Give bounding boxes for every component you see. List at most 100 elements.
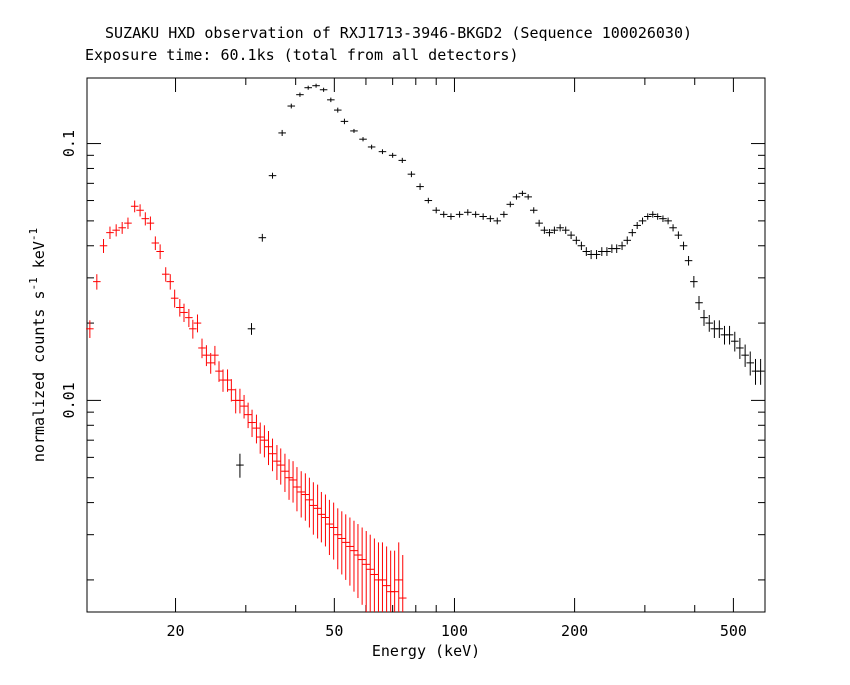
data-point (301, 473, 310, 521)
data-point (741, 344, 749, 367)
plot-frame (86, 77, 766, 613)
data-point (258, 233, 267, 242)
data-point (215, 361, 223, 382)
y-axis-label-exp1: -1 (27, 277, 40, 290)
data-point (479, 213, 487, 220)
data-point (612, 244, 621, 253)
data-point (319, 87, 328, 92)
data-point (297, 471, 305, 518)
data-point (156, 244, 164, 260)
data-point (649, 211, 657, 218)
series-1 (86, 200, 407, 612)
data-point (106, 226, 114, 240)
data-point (231, 388, 240, 414)
data-point (268, 172, 277, 179)
data-point (86, 320, 94, 338)
y-tick-label: 0.01 (60, 382, 78, 418)
data-point (382, 546, 391, 612)
x-tick-label: 50 (325, 622, 343, 640)
data-point (669, 224, 677, 232)
data-point (244, 402, 252, 429)
chart-subtitle: Exposure time: 60.1ks (total from all de… (85, 46, 518, 64)
data-point (378, 149, 387, 155)
data-point (304, 85, 312, 90)
data-point (731, 331, 739, 352)
data-point (518, 190, 527, 196)
data-point (577, 241, 586, 251)
y-tick-label: 0.1 (60, 130, 78, 157)
data-point (359, 137, 367, 142)
data-point (561, 226, 570, 234)
data-point (493, 217, 502, 225)
data-point (350, 520, 358, 592)
data-point (664, 217, 672, 225)
data-point (366, 534, 374, 612)
data-point (439, 211, 448, 218)
data-point (276, 448, 285, 485)
data-point (340, 118, 349, 125)
data-point (416, 183, 424, 190)
data-point (388, 152, 397, 158)
data-point (333, 107, 342, 113)
data-point (674, 231, 683, 240)
x-axis-label: Energy (keV) (372, 642, 480, 660)
data-point (166, 274, 175, 290)
data-point (592, 250, 601, 260)
data-point (93, 274, 101, 290)
data-point (287, 103, 296, 109)
data-point (99, 239, 108, 253)
data-point (362, 531, 370, 612)
data-point (219, 369, 227, 392)
data-point (512, 194, 521, 200)
data-point (653, 213, 662, 220)
y-axis-label: normalized counts s-1 keV-1 (27, 228, 48, 462)
axis-ticks: 20 50 100 200 500 0.01 0.1 (60, 78, 766, 640)
data-point (398, 157, 407, 164)
data-point (118, 221, 126, 234)
data-point (370, 538, 379, 612)
data-point (236, 453, 244, 478)
data-point (725, 325, 734, 345)
data-point (285, 459, 293, 500)
data-point (700, 309, 708, 326)
data-point (202, 345, 211, 367)
data-point (227, 379, 236, 402)
data-series (86, 83, 765, 612)
data-point (346, 517, 354, 586)
data-point (333, 508, 342, 570)
data-point (407, 171, 416, 178)
data-point (240, 394, 248, 419)
data-point (378, 542, 387, 612)
data-point (293, 467, 301, 512)
data-point (170, 289, 179, 308)
data-point (130, 200, 139, 213)
data-point (690, 276, 698, 288)
data-point (545, 228, 554, 237)
x-tick-label: 20 (167, 622, 185, 640)
data-point (248, 409, 256, 438)
data-point (198, 338, 206, 359)
y-axis-label-main: normalized counts s (30, 291, 48, 463)
data-point (398, 555, 407, 612)
chart-title: SUZAKU HXD observation of RXJ1713-3946-B… (105, 24, 692, 42)
data-point (550, 226, 559, 234)
data-point (112, 224, 120, 237)
data-point (327, 97, 335, 103)
data-point (206, 352, 215, 374)
y-axis-label-exp2: -1 (27, 228, 40, 241)
data-point (628, 228, 637, 237)
data-point (309, 482, 318, 535)
data-point (176, 299, 184, 317)
data-point (189, 319, 197, 339)
data-point (358, 527, 366, 605)
data-point (305, 477, 314, 528)
data-point (374, 542, 383, 612)
data-point (289, 461, 297, 503)
data-point (572, 236, 581, 245)
data-point (386, 550, 395, 612)
data-point (567, 231, 575, 240)
data-point (341, 514, 350, 580)
data-point (252, 414, 261, 444)
data-point (643, 213, 652, 220)
